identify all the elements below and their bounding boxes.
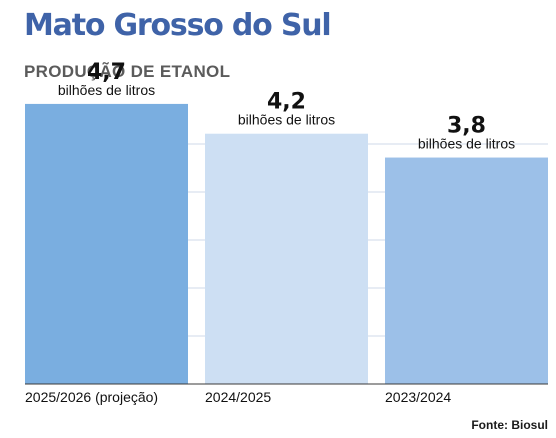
value-label: 4,7 (87, 60, 126, 85)
value-label: 4,2 (267, 90, 306, 115)
bars (25, 103, 548, 384)
chart-title: Mato Grosso do Sul (24, 8, 332, 43)
source-note: Fonte: Biosul (471, 418, 548, 432)
value-label: 3,8 (447, 114, 486, 139)
bar (25, 103, 188, 384)
category-label: 2025/2026 (projeção) (25, 389, 158, 405)
bar (205, 133, 368, 384)
unit-label: bilhões de litros (238, 112, 335, 128)
chart-subtitle: PRODUÇÃO DE ETANOL (24, 62, 231, 81)
category-label: 2023/2024 (385, 389, 451, 405)
category-label: 2024/2025 (205, 389, 271, 405)
unit-label: bilhões de litros (58, 82, 155, 98)
unit-label: bilhões de litros (418, 136, 515, 152)
bar (385, 157, 548, 384)
